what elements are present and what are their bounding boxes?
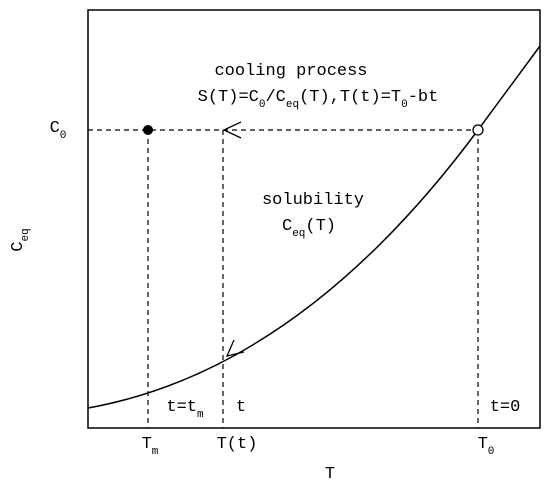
- label-part: C: [282, 217, 292, 236]
- label-part: T: [478, 435, 488, 454]
- label-part: eq: [292, 228, 305, 240]
- label-part: -bt: [408, 88, 439, 107]
- tt-label: T(t): [217, 435, 258, 454]
- c0-label: C0: [50, 119, 67, 142]
- arrow-head: [225, 339, 245, 357]
- formula-label: S(T)=C0/Ceq(T),T(t)=T0-bt: [198, 88, 439, 111]
- label-part: cooling process: [214, 62, 367, 81]
- label-part: C: [50, 119, 60, 138]
- x-axis-label: T: [325, 465, 335, 484]
- label-part: t=0: [490, 398, 521, 417]
- t-zero-label: t=0: [490, 398, 521, 417]
- frame: [87, 9, 541, 429]
- solubility-label: solubility: [262, 191, 364, 210]
- ceq-t-label: Ceq(T): [282, 217, 336, 240]
- solubility-curve: [87, 45, 541, 409]
- label-part: m: [152, 446, 159, 458]
- start-point: [472, 124, 484, 136]
- label-part: T(t): [217, 435, 258, 454]
- label-part: /C: [265, 88, 285, 107]
- end-point: [143, 125, 153, 135]
- label-part: T: [142, 435, 152, 454]
- label-part: (T),T(t)=T: [299, 88, 401, 107]
- label-part: t: [236, 398, 246, 417]
- label-part: T: [325, 465, 335, 484]
- cooling-label: cooling process: [214, 62, 367, 81]
- label-part: t=t: [166, 398, 197, 417]
- label-part: eq: [20, 228, 32, 241]
- label-part: solubility: [262, 191, 364, 210]
- label-part: 0: [401, 99, 408, 111]
- label-part: 0: [60, 130, 67, 142]
- t-eq-tm-label: t=tm: [166, 398, 204, 421]
- arrow-head: [222, 121, 242, 139]
- label-part: S(T)=C: [198, 88, 259, 107]
- label-part: 0: [488, 446, 495, 458]
- t0-label: T0: [478, 435, 495, 458]
- y-axis-label: Ceq: [9, 228, 32, 251]
- t-label-label: t: [236, 398, 246, 417]
- label-part: C: [9, 242, 28, 252]
- label-part: 0: [259, 99, 266, 111]
- tm-label: Tm: [142, 435, 159, 458]
- label-part: (T): [305, 217, 336, 236]
- label-part: eq: [286, 99, 299, 111]
- label-part: m: [197, 409, 204, 421]
